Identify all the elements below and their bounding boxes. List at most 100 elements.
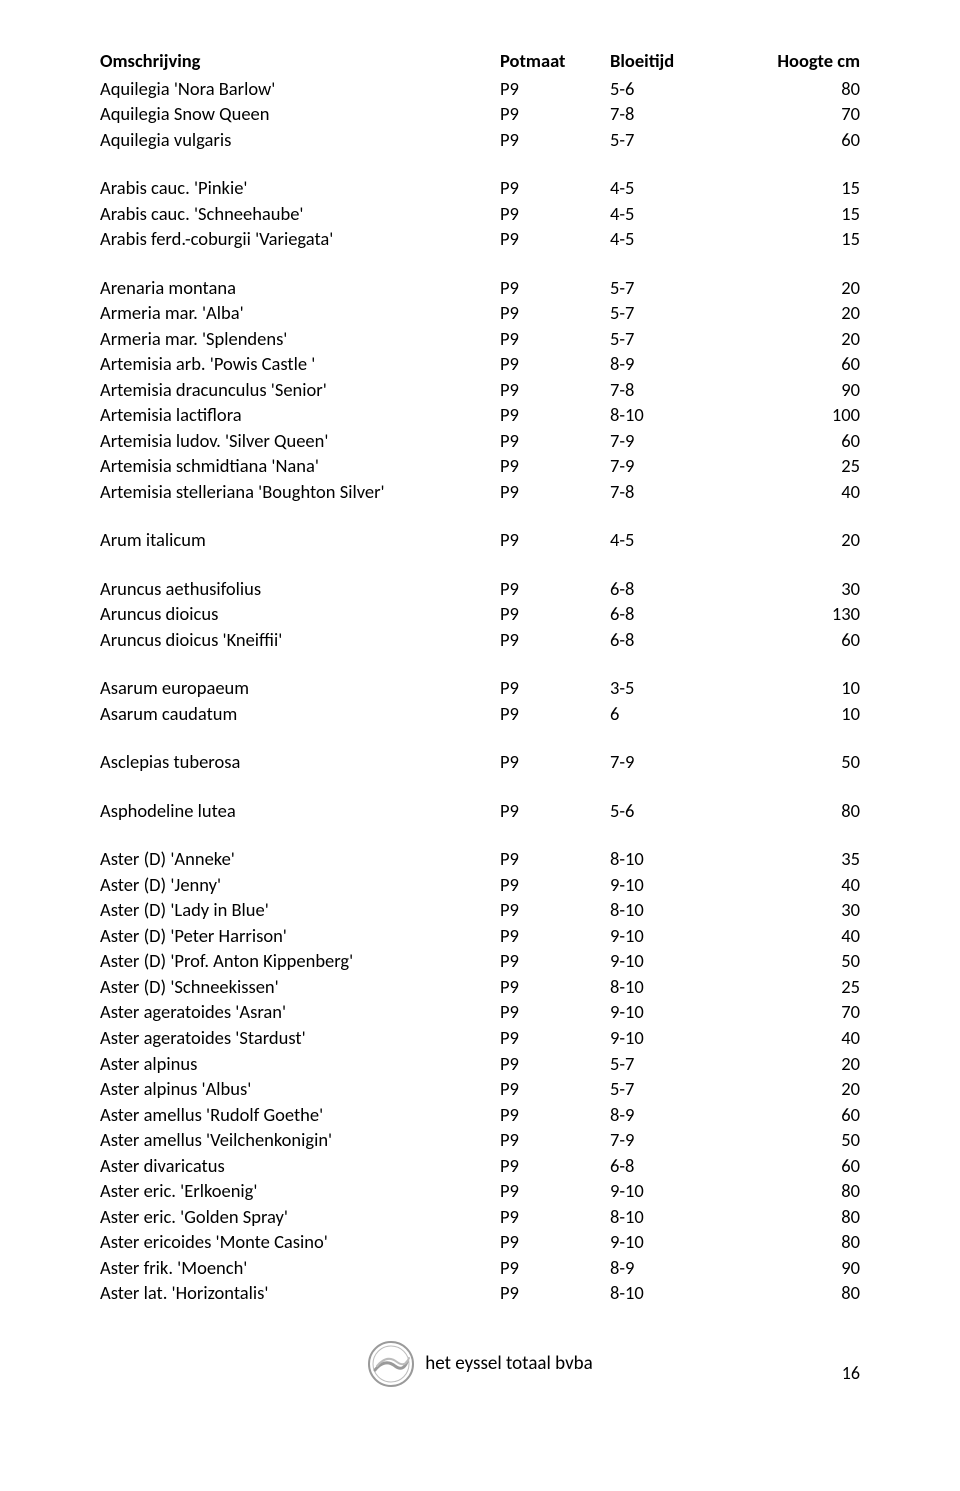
cell-desc: Artemisia arb. 'Powis Castle ' — [100, 351, 500, 377]
table-row: Aquilegia vulgarisP95-760 — [100, 127, 860, 153]
cell-bloom: 7-9 — [610, 749, 730, 775]
group-separator — [100, 504, 860, 527]
cell-desc: Artemisia lactiflora — [100, 402, 500, 428]
table-header-row: Omschrijving Potmaat Bloeitijd Hoogte cm — [100, 48, 860, 74]
cell-bloom: 3-5 — [610, 675, 730, 701]
cell-height: 40 — [730, 872, 860, 898]
cell-desc: Armeria mar. 'Splendens' — [100, 326, 500, 352]
cell-desc: Aster lat. 'Horizontalis' — [100, 1280, 500, 1306]
cell-bloom: 9-10 — [610, 923, 730, 949]
group-separator — [100, 252, 860, 275]
table-row: Aster (D) 'Anneke'P98-1035 — [100, 846, 860, 872]
cell-bloom: 8-10 — [610, 974, 730, 1000]
table-row: Artemisia dracunculus 'Senior'P97-890 — [100, 377, 860, 403]
cell-bloom: 4-5 — [610, 175, 730, 201]
cell-height: 15 — [730, 175, 860, 201]
table-row: Aster eric. 'Golden Spray'P98-1080 — [100, 1204, 860, 1230]
cell-bloom: 5-7 — [610, 127, 730, 153]
table-row: Aquilegia 'Nora Barlow'P95-680 — [100, 76, 860, 102]
group-separator — [100, 823, 860, 846]
cell-height: 50 — [730, 749, 860, 775]
cell-pot: P9 — [500, 974, 610, 1000]
cell-desc: Arenaria montana — [100, 275, 500, 301]
cell-height: 60 — [730, 127, 860, 153]
cell-desc: Asphodeline lutea — [100, 798, 500, 824]
company-logo-icon — [367, 1340, 415, 1388]
table-row: Aruncus dioicusP96-8130 — [100, 601, 860, 627]
col-header-bloom: Bloeitijd — [610, 48, 730, 74]
cell-desc: Aquilegia 'Nora Barlow' — [100, 76, 500, 102]
cell-pot: P9 — [500, 701, 610, 727]
cell-bloom: 7-8 — [610, 479, 730, 505]
cell-height: 80 — [730, 1178, 860, 1204]
cell-pot: P9 — [500, 226, 610, 252]
cell-pot: P9 — [500, 127, 610, 153]
cell-height: 20 — [730, 326, 860, 352]
cell-height: 20 — [730, 1076, 860, 1102]
cell-height: 70 — [730, 101, 860, 127]
cell-height: 30 — [730, 897, 860, 923]
cell-pot: P9 — [500, 675, 610, 701]
table-row: Aster lat. 'Horizontalis'P98-1080 — [100, 1280, 860, 1306]
table-row: Arabis cauc. 'Schneehaube'P94-515 — [100, 201, 860, 227]
cell-bloom: 7-9 — [610, 428, 730, 454]
table-row: Aster alpinus 'Albus'P95-720 — [100, 1076, 860, 1102]
cell-desc: Arabis cauc. 'Pinkie' — [100, 175, 500, 201]
table-row: Aster (D) 'Schneekissen'P98-1025 — [100, 974, 860, 1000]
cell-height: 60 — [730, 1102, 860, 1128]
cell-bloom: 9-10 — [610, 1229, 730, 1255]
cell-pot: P9 — [500, 201, 610, 227]
cell-height: 60 — [730, 428, 860, 454]
cell-height: 10 — [730, 675, 860, 701]
cell-bloom: 5-6 — [610, 76, 730, 102]
cell-bloom: 9-10 — [610, 999, 730, 1025]
table-row: Aster ageratoides 'Asran'P99-1070 — [100, 999, 860, 1025]
cell-bloom: 4-5 — [610, 201, 730, 227]
cell-desc: Aster (D) 'Schneekissen' — [100, 974, 500, 1000]
cell-height: 25 — [730, 974, 860, 1000]
cell-bloom: 7-8 — [610, 377, 730, 403]
cell-pot: P9 — [500, 101, 610, 127]
cell-desc: Aster (D) 'Prof. Anton Kippenberg' — [100, 948, 500, 974]
cell-pot: P9 — [500, 1127, 610, 1153]
cell-pot: P9 — [500, 1229, 610, 1255]
cell-bloom: 5-6 — [610, 798, 730, 824]
cell-pot: P9 — [500, 428, 610, 454]
cell-bloom: 9-10 — [610, 872, 730, 898]
cell-desc: Aster (D) 'Peter Harrison' — [100, 923, 500, 949]
cell-height: 15 — [730, 226, 860, 252]
cell-desc: Aster ageratoides 'Asran' — [100, 999, 500, 1025]
cell-bloom: 9-10 — [610, 948, 730, 974]
table-row: Aster eric. 'Erlkoenig'P99-1080 — [100, 1178, 860, 1204]
cell-bloom: 8-9 — [610, 1255, 730, 1281]
cell-pot: P9 — [500, 1204, 610, 1230]
cell-desc: Artemisia schmidtiana 'Nana' — [100, 453, 500, 479]
cell-pot: P9 — [500, 846, 610, 872]
table-row: Armeria mar. 'Alba'P95-720 — [100, 300, 860, 326]
group-separator — [100, 726, 860, 749]
cell-bloom: 8-9 — [610, 1102, 730, 1128]
table-row: Aruncus aethusifoliusP96-830 — [100, 576, 860, 602]
cell-desc: Aster amellus 'Rudolf Goethe' — [100, 1102, 500, 1128]
cell-pot: P9 — [500, 872, 610, 898]
cell-bloom: 4-5 — [610, 226, 730, 252]
table-row: Aster frik. 'Moench'P98-990 — [100, 1255, 860, 1281]
footer-page-number: 16 — [842, 1362, 860, 1384]
footer-company-text: het eyssel totaal bvba — [425, 1352, 592, 1375]
cell-height: 15 — [730, 201, 860, 227]
cell-desc: Aster eric. 'Golden Spray' — [100, 1204, 500, 1230]
cell-desc: Armeria mar. 'Alba' — [100, 300, 500, 326]
cell-pot: P9 — [500, 275, 610, 301]
cell-desc: Aquilegia vulgaris — [100, 127, 500, 153]
cell-bloom: 8-10 — [610, 846, 730, 872]
cell-height: 80 — [730, 76, 860, 102]
cell-pot: P9 — [500, 1051, 610, 1077]
table-row: Aster ericoides 'Monte Casino'P99-1080 — [100, 1229, 860, 1255]
cell-bloom: 8-10 — [610, 1204, 730, 1230]
group-separator — [100, 553, 860, 576]
cell-pot: P9 — [500, 326, 610, 352]
cell-desc: Artemisia dracunculus 'Senior' — [100, 377, 500, 403]
cell-desc: Aster divaricatus — [100, 1153, 500, 1179]
cell-height: 20 — [730, 527, 860, 553]
cell-height: 90 — [730, 377, 860, 403]
